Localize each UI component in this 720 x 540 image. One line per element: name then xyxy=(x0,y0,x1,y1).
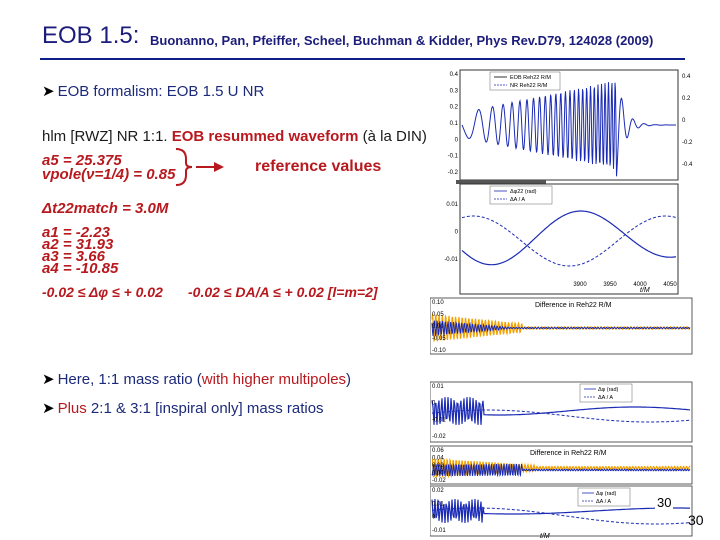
plot1-y-tick: -0.2 xyxy=(448,170,459,176)
plot1-y2-tick: 0.4 xyxy=(682,74,691,80)
plot3-y-tick: -0.05 xyxy=(432,336,446,342)
bullet-eob-formalism: ➤ EOB formalism: EOB 1.5 U NR xyxy=(42,82,264,100)
hlm-suffix: (à la DIN) xyxy=(358,128,427,145)
param-a3: a3 = 3.66 xyxy=(42,248,105,265)
plot1-y-tick: 0.4 xyxy=(450,72,459,78)
plot1-y2-tick: -0.2 xyxy=(682,140,693,146)
reference-values-label: reference values xyxy=(255,158,382,175)
plot6-legend-amp: ΔA / A xyxy=(596,499,611,505)
title-divider xyxy=(40,58,685,60)
bullet-arrow-icon: ➤ xyxy=(42,83,55,100)
hlm-prefix: hlm [RWZ] NR 1:1. xyxy=(42,128,172,145)
plot4-legend-phase: Δφ (rad) xyxy=(598,387,619,393)
plot4-y-tick: -0.01 xyxy=(432,417,446,423)
plot3-y-tick: 0.05 xyxy=(432,312,444,318)
param-a1: a1 = -2.23 xyxy=(42,224,110,241)
bullet-text: 2:1 & 3:1 [inspiral only] mass ratios xyxy=(86,400,324,417)
plot2-y-tick: -0.01 xyxy=(444,257,458,263)
hlm-highlight: EOB resummed waveform xyxy=(171,128,359,145)
plot1-legend-nr: NR Reh22 R/M xyxy=(510,83,548,89)
plot1-y2-tick: -0.4 xyxy=(682,162,693,168)
param-a5: a5 = 25.375 xyxy=(42,152,122,169)
plot2-x-tick: 4000 xyxy=(633,282,647,288)
bullet-arrow-icon: ➤ xyxy=(42,371,55,388)
plot-waveform: 0.40.30.20.10-0.1-0.2 0.40.20-0.2-0.4 39… xyxy=(448,69,693,192)
plot6-y-tick: 0 xyxy=(432,515,436,521)
plot1-y2-tick: 0 xyxy=(682,118,686,124)
plot4-y-tick: 0.01 xyxy=(432,384,444,390)
plot2-xlabel: t/M xyxy=(640,287,650,294)
plot3-title: Difference in Reh22 R/M xyxy=(535,302,612,309)
plot5-y-tick: -0.02 xyxy=(432,478,446,484)
plot-phase-amplitude: 0.01 0 -0.01 3900 3950 4000 4050 Δφ22 (rad) Δ… xyxy=(444,183,679,295)
figure-panel: 0.40.30.20.10-0.1-0.2 0.40.20-0.2-0.4 39… xyxy=(430,69,693,540)
plot4-legend-amp: ΔA / A xyxy=(598,395,613,401)
bullet-text-end: ) xyxy=(346,371,352,388)
plot5-y-tick: 0.04 xyxy=(432,456,444,462)
phase-bound: -0.02 ≤ Δφ ≤ + 0.02 xyxy=(42,284,163,300)
title-reference: Buonanno, Pan, Pfeiffer, Scheel, Buchman… xyxy=(150,33,654,48)
plot1-legend-eob: EOB Reh22 R/M xyxy=(510,75,551,81)
plot1-y-tick: 0 xyxy=(455,137,459,143)
param-a2: a2 = 31.93 xyxy=(42,236,114,253)
plot2-x-tick: 4050 xyxy=(663,282,677,288)
plot2-x-tick: 3950 xyxy=(603,282,617,288)
plot5-y-tick: 0.00 xyxy=(432,471,444,477)
plot1-y-tick: 0.2 xyxy=(450,105,459,111)
page-number-overlay: 30 xyxy=(655,495,674,510)
param-a4: a4 = -10.85 xyxy=(42,260,119,277)
plot5-y-tick: 0.06 xyxy=(432,448,444,454)
param-vpole: vpole(ν=1/4) = 0.85 xyxy=(42,166,176,183)
plot2-y-tick: 0.01 xyxy=(446,202,458,208)
plot1-y-tick: -0.1 xyxy=(448,154,459,160)
plot1-y-tick: 0.1 xyxy=(450,121,459,127)
bullet-arrow-icon: ➤ xyxy=(42,400,55,417)
plot3-y-tick: -0.10 xyxy=(432,348,446,354)
plot6-y-tick: 0.02 xyxy=(432,488,444,494)
plot6-legend-phase: Δφ (rad) xyxy=(596,491,617,497)
hlm-description: hlm [RWZ] NR 1:1. EOB resummed waveform … xyxy=(42,128,427,145)
plot3-y-tick: 0.10 xyxy=(432,300,444,306)
amplitude-bound: -0.02 ≤ DA/A ≤ + 0.02 [l=m=2] xyxy=(188,284,378,300)
page-number: 30 xyxy=(688,512,704,528)
bullet-mass-ratio: ➤ Here, 1:1 mass ratio (with higher multi… xyxy=(42,370,351,388)
plot2-legend-amp: ΔA / A xyxy=(510,197,525,203)
plot-difference-2: 0.06 0.040.02 0.00-0.02 Difference in Reh2… xyxy=(430,445,693,485)
plot6-y-tick: -0.01 xyxy=(432,528,446,534)
plot-phase-2: 0.01 0 -0.01 -0.02 Δφ (rad) ΔA / A xyxy=(430,381,693,443)
plot-phase-3: 0.02 0.01 0 -0.01 Δφ (rad) ΔA / A t/M xyxy=(430,485,693,540)
plot4-y-tick: -0.02 xyxy=(432,434,446,440)
bullet-plus-ratios: ➤ Plus 2:1 & 3:1 [inspiral only] mass rat… xyxy=(42,399,324,417)
plot5-title: Difference in Reh22 R/M xyxy=(530,450,607,457)
bullet-text: Here, 1:1 mass ratio ( xyxy=(57,371,202,388)
plot4-y-tick: 0 xyxy=(432,401,436,407)
plot2-y-tick: 0 xyxy=(455,230,459,236)
plot2-legend-phase: Δφ22 (rad) xyxy=(510,189,537,195)
plot5-y-tick: 0.02 xyxy=(432,463,444,469)
bullet-highlight: with higher multipoles xyxy=(201,371,347,388)
reference-brace-icon xyxy=(175,148,224,186)
slide-title: EOB 1.5: xyxy=(42,22,140,49)
bullet-highlight: Plus xyxy=(57,400,87,417)
plot6-xlabel: t/M xyxy=(540,533,550,540)
param-delta-t: Δt22match = 3.0M xyxy=(42,200,169,217)
plot1-y-tick: 0.3 xyxy=(450,88,459,94)
plot2-x-tick: 3900 xyxy=(573,282,587,288)
plot1-y2-tick: 0.2 xyxy=(682,96,691,102)
plot3-y-tick: 0.00 xyxy=(432,324,444,330)
plot-difference-1: 0.10 0.05 0.00 -0.05 -0.10 Difference in Reh… xyxy=(430,297,693,355)
plot6-y-tick: 0.01 xyxy=(432,501,444,507)
bullet-text: EOB formalism: EOB 1.5 U NR xyxy=(57,83,265,100)
